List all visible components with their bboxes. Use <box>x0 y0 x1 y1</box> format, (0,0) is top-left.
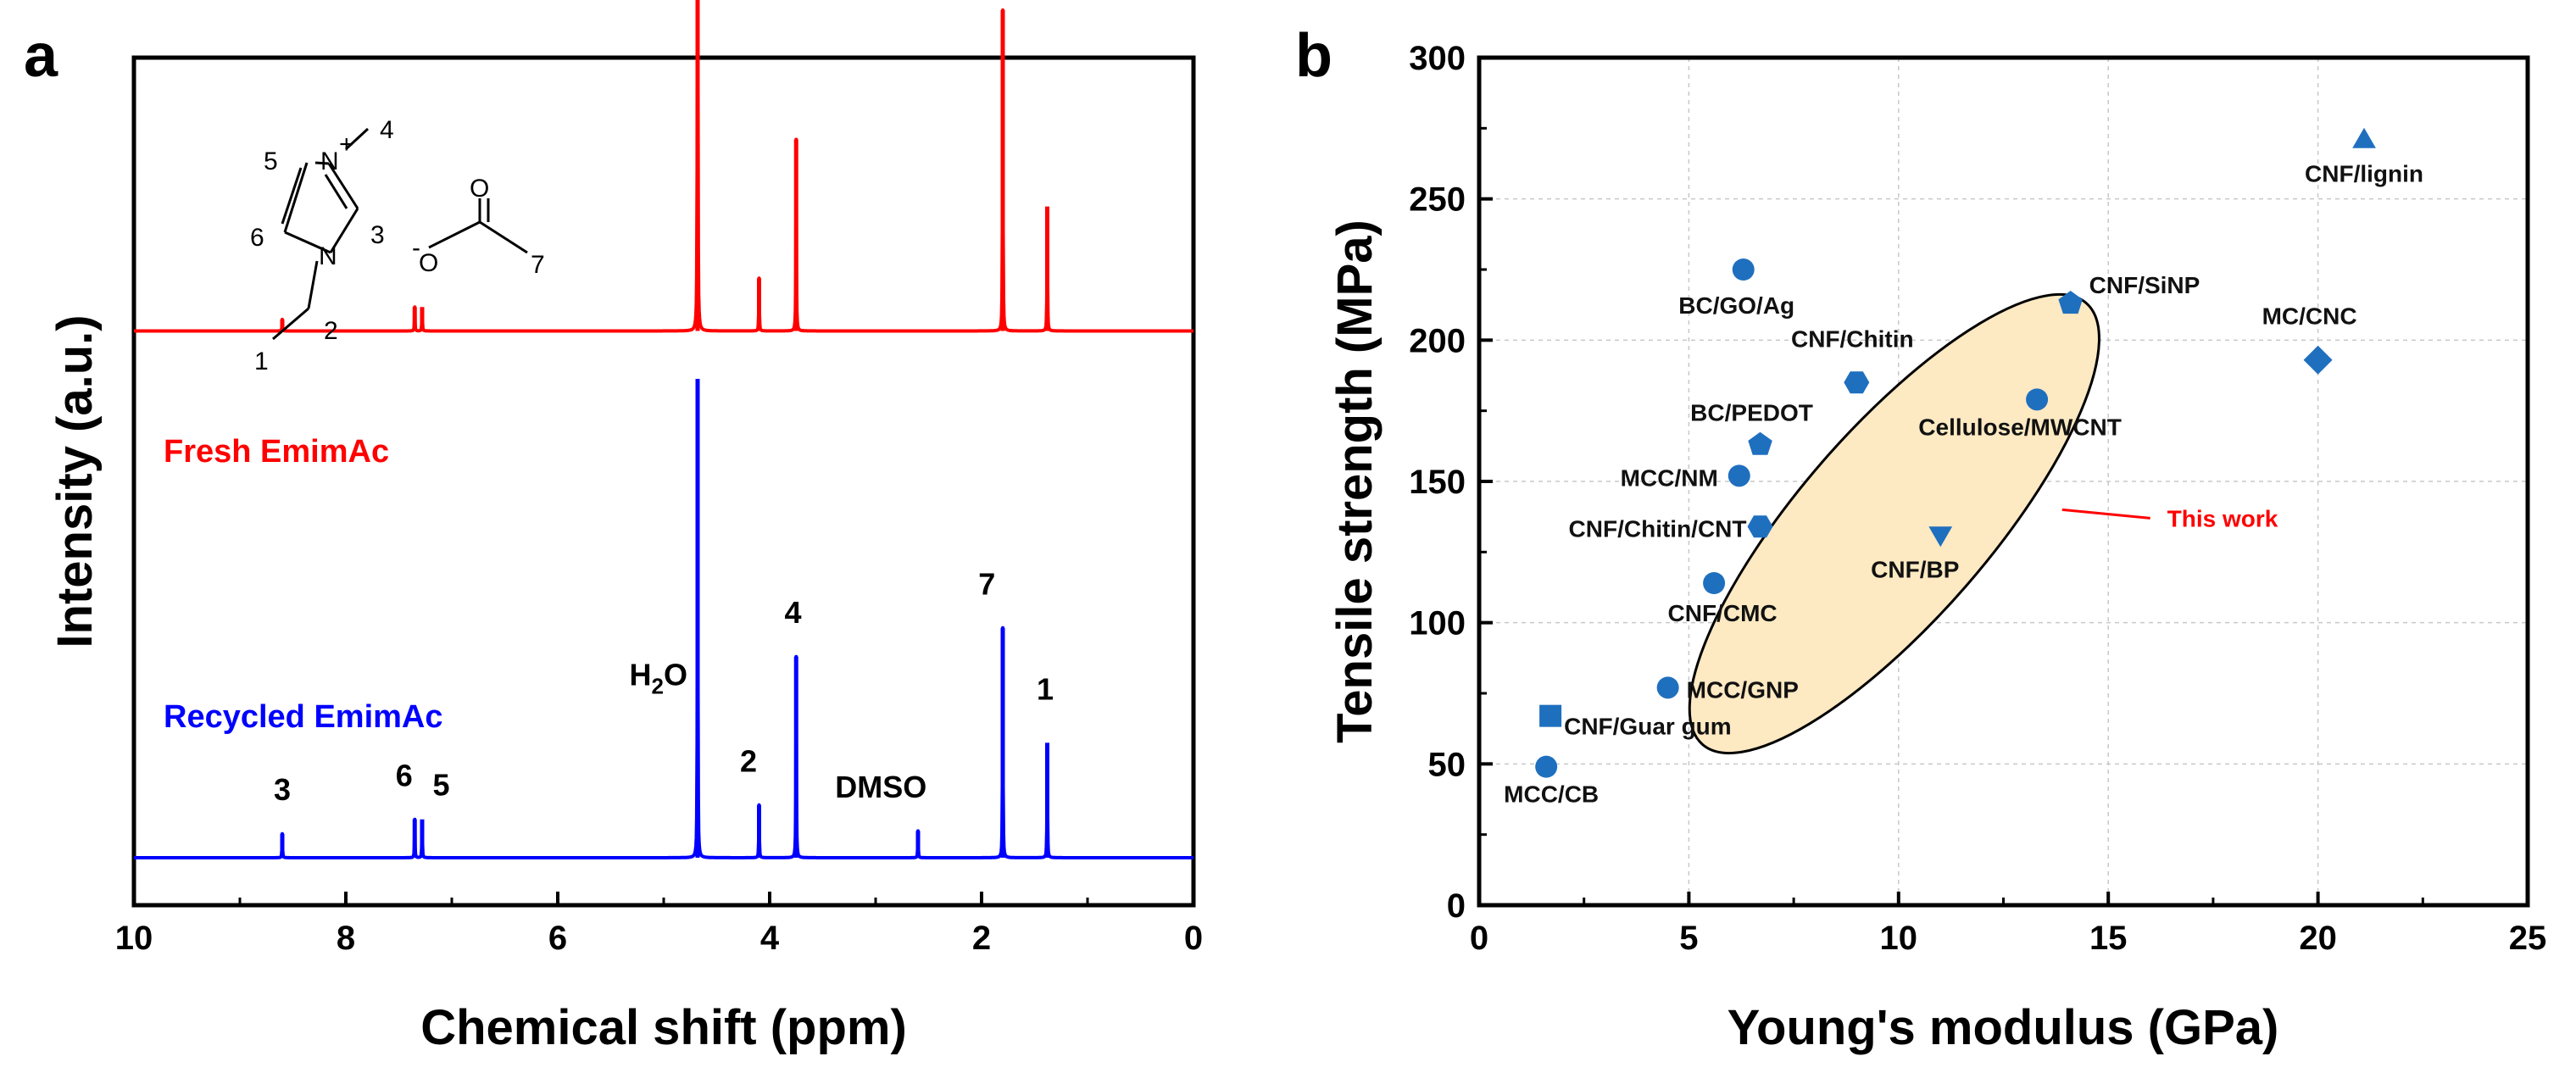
nmr-x-tick-label: 6 <box>548 920 567 957</box>
scatter-point-bc-pedot <box>1748 431 1772 455</box>
nmr-peak-label: 5 <box>432 768 449 803</box>
nmr-spectrum-fresh-emimac <box>132 0 1195 333</box>
panel-a-letter: a <box>24 22 58 90</box>
scatter-y-tick-label: 50 <box>1428 746 1466 783</box>
nmr-peak-label: 2 <box>740 743 757 778</box>
scatter-x-tick-label: 10 <box>1880 920 1918 957</box>
scatter-y-tick-label: 0 <box>1447 887 1466 925</box>
nmr-x-tick-label: 2 <box>972 920 991 957</box>
nmr-peak-label: 3 <box>274 772 291 807</box>
atom-label-6: 6 <box>250 224 264 252</box>
atom-label-N: N <box>319 242 337 270</box>
scatter-point-label: CNF/Chitin <box>1791 325 1914 352</box>
scatter-x-axis-title: Young's modulus (GPa) <box>1728 1000 2279 1055</box>
nmr-spectrum-recycled-emimac <box>132 416 1195 859</box>
scatter-point-mcc-nm <box>1728 464 1750 487</box>
nmr-peak-label: 6 <box>396 758 413 792</box>
scatter-x-tick-label: 20 <box>2299 920 2337 957</box>
scatter-point-label: CNF/SiNP <box>2089 272 2200 298</box>
scatter-point-cellulose-mwcnt <box>2026 388 2049 411</box>
atom-label-3: 3 <box>370 221 385 249</box>
scatter-point-label: CNF/lignin <box>2305 161 2423 187</box>
scatter-point-cnf-chitin-cnt <box>1747 515 1773 538</box>
atom-label-4: 4 <box>380 116 394 144</box>
nmr-x-tick-label: 8 <box>337 920 355 957</box>
atom-label-2: 2 <box>324 317 338 345</box>
this-work-label: This work <box>2167 505 2278 531</box>
scatter-x-tick-label: 5 <box>1679 920 1698 957</box>
scatter-point-label: MCC/CB <box>1504 781 1599 808</box>
atom-label-O-double: O <box>470 175 489 203</box>
emimac-structure-drawing <box>272 127 528 341</box>
scatter-point-label: MCC/NM <box>1621 464 1718 491</box>
scatter-point-mc-cnc <box>2303 345 2333 375</box>
scatter-y-tick-label: 300 <box>1409 40 1466 77</box>
scatter-point-cnf-chitin <box>1844 371 1870 394</box>
nmr-peak-label: DMSO <box>835 770 926 804</box>
this-work-arrow <box>2061 508 2150 520</box>
atom-label-7: 7 <box>531 251 545 279</box>
scatter-point-cnf-sinp <box>2058 291 2083 314</box>
scatter-point-label: CNF/Guar gum <box>1564 714 1732 740</box>
charge-minus: - <box>412 234 420 262</box>
scatter-x-tick-label: 25 <box>2509 920 2547 957</box>
scatter-point-label: MCC/GNP <box>1687 676 1799 703</box>
scatter-points: CNF/lignin BC/GO/Ag CNF/SiNP MC/CNC CNF/Chit… <box>1504 127 2423 808</box>
nmr-peak-label: 1 <box>1037 672 1054 707</box>
nmr-peak-label-subscript: 2 <box>652 674 664 699</box>
scatter-point-label: CNF/Chitin/CNT <box>1569 515 1747 542</box>
scatter-point-label: CNF/BP <box>1871 556 1959 582</box>
scatter-y-axis-title: Tensile strength (MPa) <box>1327 220 1383 743</box>
scatter-point-label: MC/CNC <box>2262 303 2357 330</box>
scatter-y-tick-label: 200 <box>1409 322 1466 359</box>
scatter-point-cnf-bp <box>1928 526 1953 548</box>
scatter-point-mcc-gnp <box>1656 676 1679 699</box>
nmr-peak-label: 4 <box>784 595 801 630</box>
scatter-x-tick-label: 15 <box>2089 920 2128 957</box>
scatter-point-label: CNF/CMC <box>1668 600 1778 626</box>
nmr-x-ticks: 10 8 6 4 2 0 <box>115 892 1203 957</box>
scatter-point-bc-go-ag <box>1732 259 1755 281</box>
fresh-series-label: Fresh EmimAc <box>164 434 389 470</box>
nmr-peak-label-tail: O <box>664 658 687 692</box>
nmr-x-tick-label: 10 <box>115 920 153 957</box>
scatter-point-cnf-guar-gum <box>1539 704 1562 727</box>
atom-label-O-minus: O <box>419 249 438 277</box>
nmr-y-axis-title: Intensity (a.u.) <box>47 314 103 648</box>
scatter-point-mcc-cb <box>1535 755 1558 778</box>
recycled-series-label: Recycled EmimAc <box>164 699 443 735</box>
scatter-x-tick-label: 0 <box>1470 920 1488 957</box>
scatter-y-tick-label: 150 <box>1409 464 1466 501</box>
nmr-peak-label: 7 <box>978 566 995 601</box>
this-work-ellipse <box>1688 292 2100 755</box>
scatter-point-cnf-cmc <box>1703 572 1726 594</box>
scatter-y-tick-label: 250 <box>1409 181 1466 219</box>
nmr-x-tick-label: 4 <box>760 920 780 957</box>
panel-b-letter: b <box>1295 22 1333 90</box>
charge-plus: + <box>339 131 354 158</box>
scatter-point-cnf-lignin <box>2352 127 2376 148</box>
atom-label-5: 5 <box>264 147 278 175</box>
this-work-annotation: This work <box>2061 505 2278 531</box>
nmr-x-tick-label: 0 <box>1184 920 1203 957</box>
scatter-point-label: BC/PEDOT <box>1690 400 1813 426</box>
scatter-point-label: Cellulose/MWCNT <box>1918 414 2122 440</box>
scatter-y-tick-label: 100 <box>1409 605 1466 642</box>
nmr-series-group <box>132 0 1195 859</box>
nmr-peak-label: H2O <box>630 658 687 699</box>
atom-label-1: 1 <box>254 347 269 375</box>
scatter-point-label: BC/GO/Ag <box>1678 292 1794 319</box>
atom-label-N-plus: N <box>320 147 339 175</box>
nmr-x-axis-title: Chemical shift (ppm) <box>420 1000 907 1055</box>
nmr-plot-frame <box>131 55 1196 908</box>
